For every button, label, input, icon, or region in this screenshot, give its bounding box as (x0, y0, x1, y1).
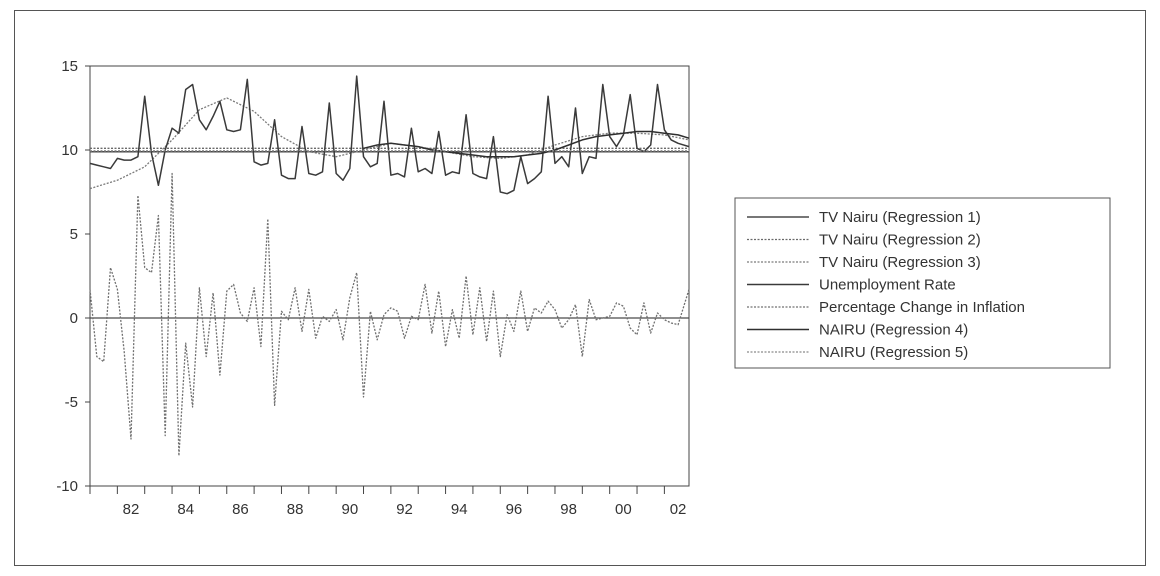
legend-label: Unemployment Rate (819, 277, 956, 294)
legend-box (734, 197, 1111, 369)
x-tick-label: 82 (123, 501, 140, 518)
y-tick-label: -5 (65, 394, 78, 411)
x-tick-label: 98 (560, 501, 577, 518)
y-tick-label: 5 (70, 226, 78, 243)
legend-label: Percentage Change in Inflation (819, 299, 1025, 316)
legend-label: TV Nairu (Regression 1) (819, 209, 981, 226)
series-line-6 (363, 130, 690, 158)
legend-label: NAIRU (Regression 5) (819, 344, 968, 361)
x-tick-label: 00 (615, 501, 632, 518)
x-tick-label: 92 (396, 501, 413, 518)
y-tick-label: 0 (70, 310, 78, 327)
y-tick-label: -10 (56, 478, 78, 495)
x-tick-label: 90 (341, 501, 358, 518)
x-tick-label: 02 (670, 501, 687, 518)
legend-label: TV Nairu (Regression 2) (819, 232, 981, 249)
x-tick-label: 84 (177, 501, 194, 518)
x-tick-label: 86 (232, 501, 249, 518)
y-axis: 15 10 5 0 -5 -10 (56, 58, 90, 495)
legend-label: NAIRU (Regression 4) (819, 322, 968, 339)
legend: TV Nairu (Regression 1) TV Nairu (Regress… (734, 197, 1111, 369)
chart-frame: 15 10 5 0 -5 -10 82 84 86 88 90 92 94 96 98 00 02 TV Na… (14, 10, 1146, 566)
chart-svg: 15 10 5 0 -5 -10 82 84 86 88 90 92 94 96 98 00 02 TV Na… (56, 58, 1111, 518)
x-axis: 82 84 86 88 90 92 94 96 98 00 02 (89, 486, 687, 518)
x-tick-label: 94 (451, 501, 468, 518)
y-tick-label: 10 (61, 142, 78, 159)
series-line-4 (89, 75, 690, 195)
legend-label: TV Nairu (Regression 3) (819, 254, 981, 271)
series-line-5 (89, 172, 690, 457)
x-tick-label: 88 (287, 501, 304, 518)
series-layer (89, 75, 690, 457)
y-tick-label: 15 (61, 58, 78, 75)
x-tick-label: 96 (506, 501, 523, 518)
